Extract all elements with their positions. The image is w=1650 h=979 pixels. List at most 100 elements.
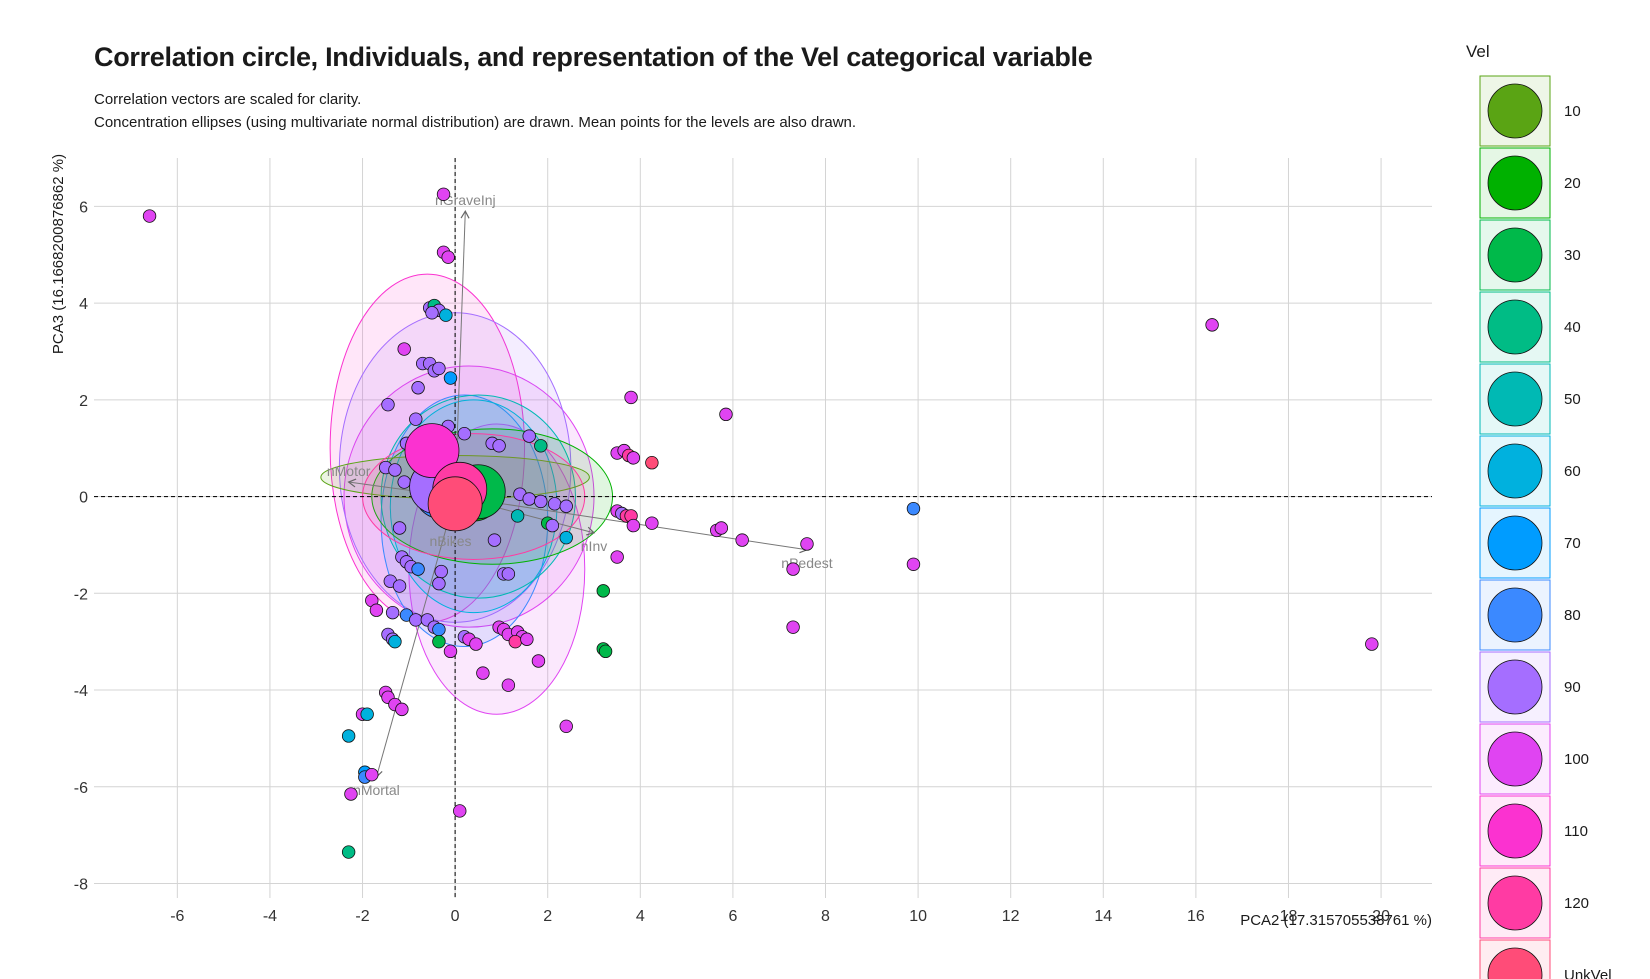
legend-item: 30 (1479, 219, 1581, 291)
y-tick-label: -8 (74, 876, 88, 893)
individual-point (385, 605, 400, 620)
x-tick-label: 2 (543, 908, 552, 925)
individual-point (735, 533, 749, 547)
individual-point (531, 654, 546, 668)
individual-point (425, 306, 439, 320)
individual-point (397, 342, 411, 356)
vector-label: nGraveInj (435, 192, 496, 208)
individual-point (645, 516, 659, 530)
individual-point (510, 509, 525, 523)
level-mean-points (404, 423, 506, 532)
individual-point (388, 634, 402, 649)
legend-item: 50 (1479, 363, 1581, 435)
legend-item: 80 (1479, 579, 1581, 651)
legend-swatch (1487, 515, 1543, 571)
legend-item: 120 (1479, 867, 1589, 939)
chart-subtitle-line-2: Concentration ellipses (using multivaria… (94, 114, 857, 131)
x-tick-label: 6 (728, 908, 737, 925)
individual-point (388, 463, 402, 477)
individual-point (411, 381, 425, 395)
legend-swatch (1487, 803, 1543, 859)
individual-point (432, 634, 446, 649)
individual-points (142, 187, 1379, 859)
vector-label: nBikes (429, 533, 471, 549)
individual-point (453, 804, 467, 818)
correlation-vector (373, 496, 456, 779)
legend-swatch (1487, 299, 1543, 355)
legend-label: 80 (1564, 607, 1581, 624)
legend-label: 30 (1564, 247, 1581, 264)
x-tick-label: 20 (1372, 908, 1390, 925)
individual-point (520, 632, 534, 646)
individual-point (714, 521, 729, 535)
individual-point (534, 494, 548, 509)
x-tick-label: 4 (636, 908, 645, 925)
individual-point (476, 666, 490, 680)
axis-tick-labels: -6 -4 -2 0 2 4 6 8 10 12 14 16 18 20 -8 -6 -4 -2 0 2 4 6 (74, 199, 1390, 925)
legend-item: 20 (1479, 147, 1581, 219)
individual-point (439, 308, 453, 322)
individual-point (906, 557, 921, 571)
individual-point (559, 499, 573, 513)
individual-point (457, 426, 472, 441)
legend-item: 110 (1479, 795, 1588, 867)
legend-item: UnkVel (1479, 939, 1612, 979)
legend-item: 100 (1479, 723, 1589, 795)
grid-lines (94, 158, 1432, 898)
individual-point (432, 576, 446, 591)
x-tick-label: 12 (1002, 908, 1020, 925)
individual-point (392, 579, 407, 593)
chart-title: Correlation circle, Individuals, and rep… (94, 42, 1093, 72)
individual-point (786, 562, 800, 576)
vector-label: nInv (581, 538, 607, 554)
individual-point (645, 456, 659, 470)
individual-point (1365, 637, 1379, 651)
x-tick-label: 10 (909, 908, 927, 925)
legend-swatch (1487, 587, 1543, 643)
individual-point (598, 644, 613, 659)
individual-point (441, 250, 455, 264)
y-tick-label: 4 (79, 296, 88, 313)
legend-swatch (1487, 443, 1543, 499)
individual-point (545, 518, 560, 533)
legend-label: 100 (1564, 751, 1589, 768)
individual-point (492, 439, 506, 453)
x-tick-label: 18 (1280, 908, 1298, 925)
legend-label: 40 (1564, 319, 1581, 336)
legend-swatch (1487, 659, 1543, 715)
legend-swatch (1487, 155, 1543, 211)
individual-point (341, 845, 356, 859)
individual-point (469, 637, 483, 651)
legend-label: UnkVel (1564, 967, 1612, 979)
y-tick-label: 6 (79, 199, 88, 216)
x-tick-label: 8 (821, 908, 830, 925)
individual-point (800, 537, 814, 551)
individual-point (487, 533, 502, 547)
individual-point (501, 567, 516, 581)
x-tick-label: -2 (355, 908, 369, 925)
legend-swatch (1487, 947, 1543, 979)
x-tick-label: -4 (263, 908, 277, 925)
x-tick-label: 14 (1094, 908, 1112, 925)
individual-point (522, 429, 536, 443)
individual-point (369, 603, 384, 617)
legend-label: 110 (1564, 823, 1588, 840)
legend-label: 10 (1564, 103, 1581, 120)
individual-point (395, 702, 409, 717)
individual-point (360, 707, 374, 721)
individual-point (610, 550, 624, 564)
chart-subtitle-line-1: Correlation vectors are scaled for clari… (94, 91, 362, 108)
legend-swatch (1487, 227, 1543, 283)
vector-label: nMotor (327, 463, 371, 479)
x-tick-label: -6 (170, 908, 184, 925)
individual-point (443, 644, 458, 659)
x-tick-label: 16 (1187, 908, 1205, 925)
y-tick-label: -6 (74, 780, 88, 797)
y-tick-label: -4 (74, 683, 88, 700)
level-mean-point (404, 423, 460, 479)
individual-point (626, 518, 641, 533)
legend-label: 70 (1564, 535, 1581, 552)
individual-point (501, 678, 516, 692)
